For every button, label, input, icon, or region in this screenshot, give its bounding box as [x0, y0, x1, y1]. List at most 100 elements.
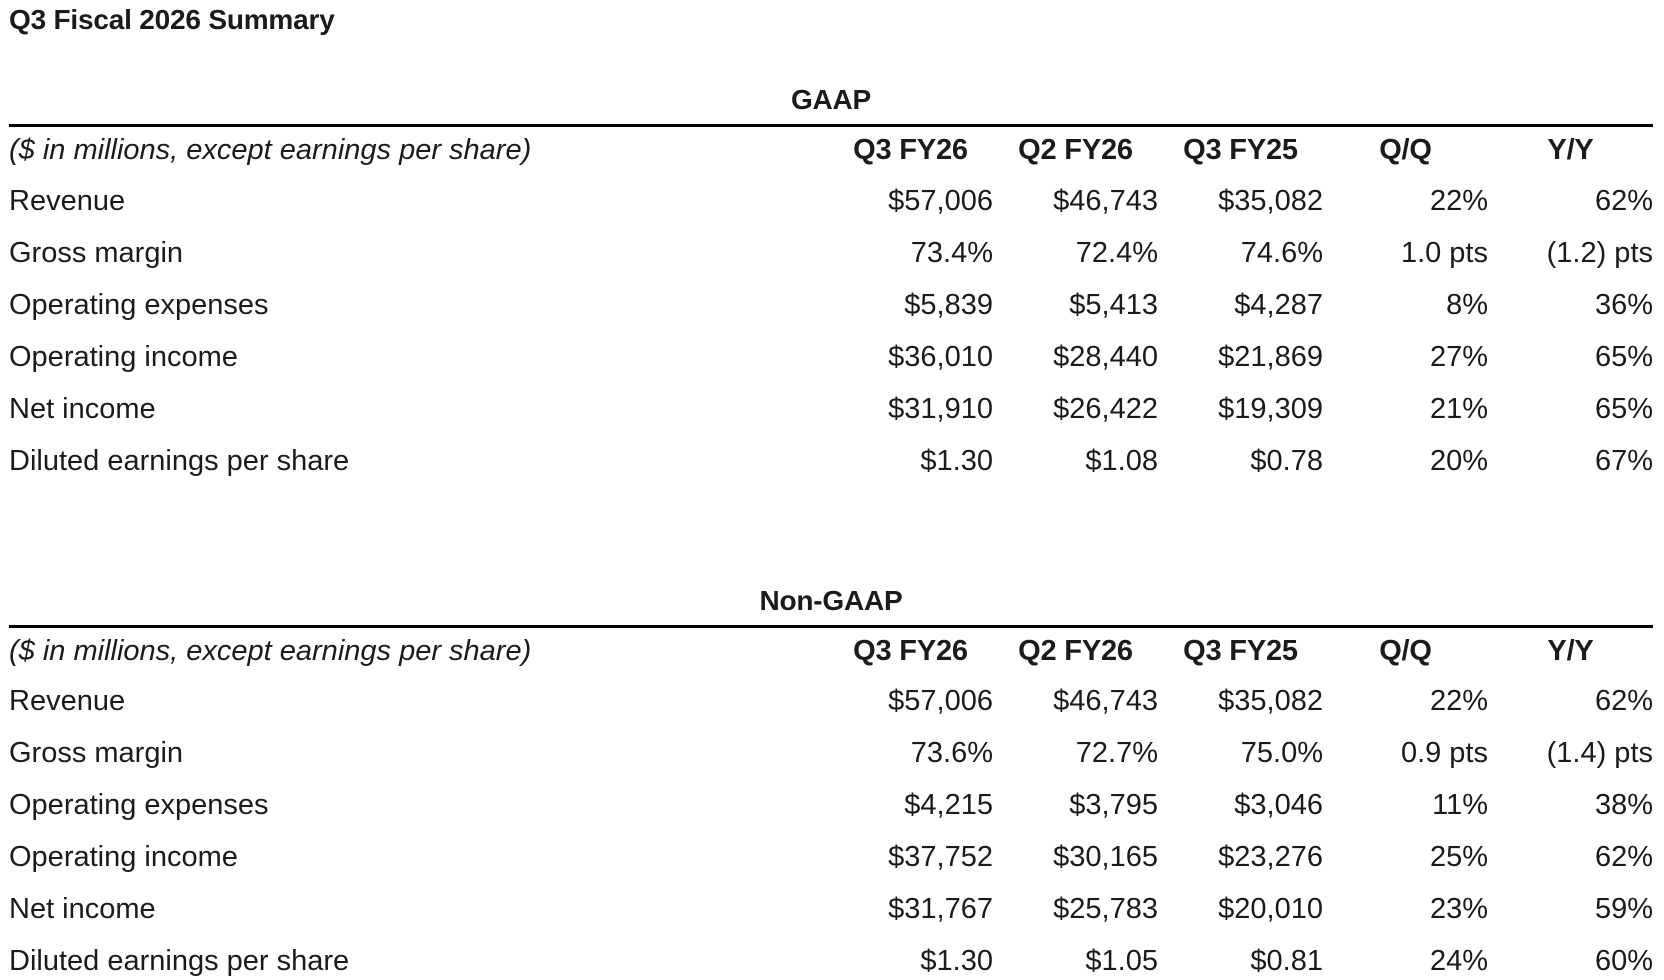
row-value: 20% — [1429, 444, 1488, 477]
row-label: Operating income — [9, 340, 238, 373]
table-row: Operating expenses $5,839 $5,413 $4,287 … — [9, 280, 1653, 332]
row-value: $0.78 — [1250, 444, 1323, 477]
row-value: $1.30 — [920, 444, 993, 477]
row-label: Revenue — [9, 184, 126, 217]
non-gaap-table-body: Revenue $57,006 $46,743 $35,082 22% 62% … — [9, 676, 1653, 980]
row-value: 0.9 pts — [1400, 737, 1488, 770]
row-value: 67% — [1594, 444, 1653, 477]
row-value: $4,215 — [904, 789, 993, 822]
table-row: Operating income $37,752 $30,165 $23,276… — [9, 832, 1653, 884]
row-value: 11% — [1432, 789, 1488, 822]
non-gaap-column-header-q2-fy26: Q2 FY26 — [1018, 634, 1133, 667]
row-value: 72.4% — [1075, 236, 1158, 269]
table-row: Diluted earnings per share $1.30 $1.08 $… — [9, 436, 1653, 488]
row-value: 24% — [1429, 945, 1488, 978]
row-value: $20,010 — [1218, 893, 1323, 926]
gaap-header-row: ($ in millions, except earnings per shar… — [9, 126, 1653, 176]
gaap-column-header-q2-fy26: Q2 FY26 — [1018, 134, 1133, 167]
row-value: $35,082 — [1218, 184, 1323, 217]
row-value: $3,795 — [1069, 789, 1158, 822]
row-value: 22% — [1429, 685, 1488, 718]
row-value: $1.30 — [920, 945, 993, 978]
row-value: $28,440 — [1053, 340, 1158, 373]
row-value: $57,006 — [888, 184, 993, 217]
page-title: Q3 Fiscal 2026 Summary — [9, 4, 335, 35]
gaap-section-title: GAAP — [790, 84, 872, 115]
gaap-unit-note: ($ in millions, except earnings per shar… — [9, 134, 532, 167]
row-value: $1.08 — [1085, 444, 1158, 477]
gaap-table-body: Revenue $57,006 $46,743 $35,082 22% 62% … — [9, 176, 1653, 488]
row-value: (1.4) pts — [1546, 737, 1653, 770]
row-value: 60% — [1594, 945, 1653, 978]
row-value: 65% — [1594, 340, 1653, 373]
non-gaap-section: Non-GAAP ($ in millions, except earnings… — [9, 585, 1653, 980]
row-label: Net income — [9, 392, 156, 425]
gaap-table: ($ in millions, except earnings per shar… — [9, 124, 1653, 488]
row-value: 74.6% — [1240, 236, 1323, 269]
row-label: Diluted earnings per share — [9, 945, 350, 978]
row-value: $19,309 — [1218, 392, 1323, 425]
table-row: Operating expenses $4,215 $3,795 $3,046 … — [9, 780, 1653, 832]
row-value: 23% — [1429, 893, 1488, 926]
row-value: $3,046 — [1234, 789, 1323, 822]
row-value: 62% — [1594, 685, 1653, 718]
row-value: $46,743 — [1053, 685, 1158, 718]
table-row: Revenue $57,006 $46,743 $35,082 22% 62% — [9, 676, 1653, 728]
row-value: (1.2) pts — [1546, 236, 1653, 269]
gaap-column-header-q3-fy26: Q3 FY26 — [853, 134, 968, 167]
row-value: 21% — [1429, 392, 1488, 425]
table-row: Diluted earnings per share $1.30 $1.05 $… — [9, 936, 1653, 980]
row-value: 25% — [1429, 841, 1488, 874]
row-label: Diluted earnings per share — [9, 444, 350, 477]
non-gaap-section-title: Non-GAAP — [759, 584, 903, 616]
row-value: 73.6% — [910, 737, 993, 770]
non-gaap-table: ($ in millions, except earnings per shar… — [9, 624, 1653, 980]
row-label: Operating income — [9, 841, 238, 874]
row-value: $30,165 — [1053, 841, 1158, 874]
row-value: 75.0% — [1240, 737, 1323, 770]
row-value: $4,287 — [1234, 288, 1323, 321]
non-gaap-unit-note: ($ in millions, except earnings per shar… — [9, 634, 532, 667]
non-gaap-column-header-yy: Y/Y — [1547, 634, 1594, 667]
row-value: $31,767 — [888, 893, 993, 926]
row-value: 38% — [1594, 789, 1653, 822]
row-value: $25,783 — [1053, 893, 1158, 926]
gaap-column-header-yy: Y/Y — [1547, 134, 1594, 167]
row-value: $46,743 — [1053, 184, 1158, 217]
gaap-section: GAAP ($ in millions, except earnings per… — [9, 84, 1653, 488]
row-value: $0.81 — [1250, 945, 1323, 978]
row-value: 59% — [1594, 893, 1653, 926]
row-value: 72.7% — [1075, 737, 1158, 770]
row-value: $37,752 — [888, 841, 993, 874]
row-value: $35,082 — [1218, 685, 1323, 718]
row-value: $36,010 — [888, 340, 993, 373]
row-value: 36% — [1594, 288, 1653, 321]
table-row: Gross margin 73.4% 72.4% 74.6% 1.0 pts (… — [9, 228, 1653, 280]
row-value: 1.0 pts — [1400, 236, 1488, 269]
row-value: $1.05 — [1085, 945, 1158, 978]
row-value: $57,006 — [888, 685, 993, 718]
row-value: $26,422 — [1053, 392, 1158, 425]
table-row: Net income $31,910 $26,422 $19,309 21% 6… — [9, 384, 1653, 436]
non-gaap-column-header-q3-fy25: Q3 FY25 — [1183, 634, 1298, 667]
non-gaap-column-header-qq: Q/Q — [1379, 634, 1432, 667]
row-value: 73.4% — [910, 236, 993, 269]
row-value: $5,413 — [1069, 288, 1158, 321]
table-row: Net income $31,767 $25,783 $20,010 23% 5… — [9, 884, 1653, 936]
row-value: 22% — [1429, 184, 1488, 217]
row-label: Operating expenses — [9, 288, 269, 321]
row-label: Operating expenses — [9, 789, 269, 822]
row-value: 8% — [1446, 288, 1488, 321]
table-row: Gross margin 73.6% 72.7% 75.0% 0.9 pts (… — [9, 728, 1653, 780]
row-label: Gross margin — [9, 737, 184, 770]
table-row: Operating income $36,010 $28,440 $21,869… — [9, 332, 1653, 384]
gaap-column-header-qq: Q/Q — [1379, 134, 1432, 167]
row-value: 27% — [1429, 340, 1488, 373]
gaap-column-header-q3-fy25: Q3 FY25 — [1183, 134, 1298, 167]
row-label: Gross margin — [9, 236, 184, 269]
row-label: Revenue — [9, 685, 126, 718]
row-value: $31,910 — [888, 392, 993, 425]
row-value: 65% — [1594, 392, 1653, 425]
row-value: $5,839 — [904, 288, 993, 321]
